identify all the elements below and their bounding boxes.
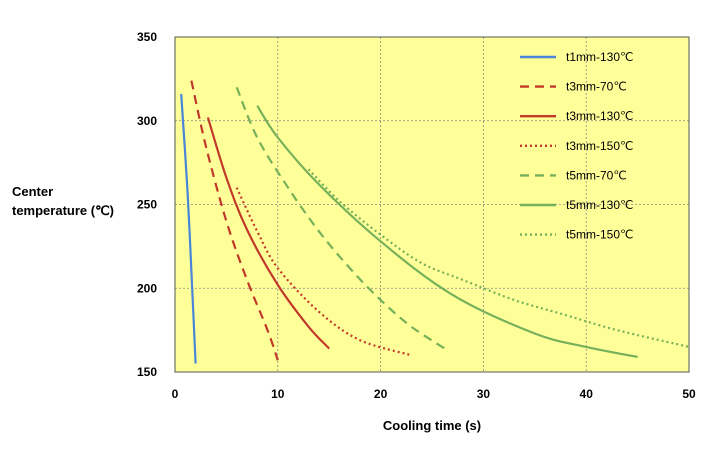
x-axis-label: Cooling time (s) [383,418,481,433]
series-line-5 [256,105,638,358]
plot-border [174,36,690,373]
series-line-6 [307,168,690,348]
legend: t1mm-130℃ t3mm-70℃ t3mm-130℃ t3mm-150℃ t5mm-… [520,50,634,242]
legend-label: t5mm-70℃ [566,168,627,182]
legend-label: t5mm-150℃ [566,228,634,242]
y-axis-label-line2: temperature (℃) [12,203,114,218]
x-tick-label: 50 [682,387,696,401]
x-tick-labels: 0 10 20 30 40 50 [172,387,696,401]
legend-label: t3mm-130℃ [566,109,634,123]
y-tick-label: 250 [137,198,157,212]
x-tick-label: 10 [271,387,285,401]
series-line-2 [206,117,331,350]
grid-lines [175,37,689,372]
y-tick-label: 350 [137,30,157,44]
y-axis-label-line1: Center [12,184,53,199]
y-tick-label: 150 [137,365,157,379]
x-tick-label: 20 [374,387,388,401]
legend-label: t5mm-130℃ [566,198,634,212]
series-line-3 [235,187,412,357]
y-tick-label: 200 [137,281,157,295]
series-line-0 [180,93,197,364]
y-tick-label: 300 [137,114,157,128]
x-tick-label: 0 [172,387,179,401]
legend-label: t3mm-70℃ [566,80,627,94]
x-tick-label: 30 [477,387,491,401]
x-tick-label: 40 [580,387,594,401]
legend-label: t1mm-130℃ [566,50,634,64]
legend-label: t3mm-150℃ [566,139,634,153]
series-line-1 [190,80,279,361]
y-tick-labels: 150 200 250 300 350 [137,30,157,379]
series-lines [180,80,690,364]
